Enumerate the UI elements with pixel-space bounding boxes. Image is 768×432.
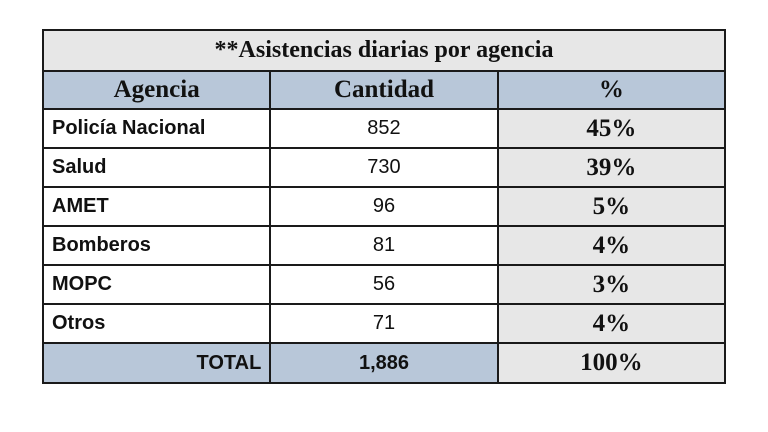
agency-cell: Bomberos: [41, 225, 272, 266]
table-row: AMET 96 5%: [41, 186, 727, 227]
percent-cell: 45%: [496, 108, 727, 149]
table-row: Otros 71 4%: [41, 303, 727, 344]
agency-assistance-table-container: **Asistencias diarias por agencia Agenci…: [41, 29, 727, 384]
table-total-row: TOTAL 1,886 100%: [41, 342, 727, 384]
total-percent: 100%: [496, 342, 727, 384]
percent-cell: 4%: [496, 225, 727, 266]
percent-cell: 39%: [496, 147, 727, 188]
table-row: Policía Nacional 852 45%: [41, 108, 727, 149]
percent-cell: 4%: [496, 303, 727, 344]
agency-cell: MOPC: [41, 264, 272, 305]
agency-cell: AMET: [41, 186, 272, 227]
quantity-cell: 56: [269, 264, 499, 305]
quantity-cell: 96: [269, 186, 499, 227]
agency-cell: Otros: [41, 303, 272, 344]
total-label: TOTAL: [41, 342, 272, 384]
percent-cell: 3%: [496, 264, 727, 305]
table-row: Salud 730 39%: [41, 147, 727, 188]
agency-assistance-table: **Asistencias diarias por agencia Agenci…: [41, 29, 727, 384]
quantity-cell: 852: [269, 108, 499, 149]
quantity-cell: 730: [269, 147, 499, 188]
table-row: Bomberos 81 4%: [41, 225, 727, 266]
table-row: MOPC 56 3%: [41, 264, 727, 305]
header-agency: Agencia: [41, 70, 272, 110]
table-header-row: Agencia Cantidad %: [41, 70, 727, 110]
agency-cell: Salud: [41, 147, 272, 188]
header-quantity: Cantidad: [269, 70, 499, 110]
agency-cell: Policía Nacional: [41, 108, 272, 149]
table-title-row: **Asistencias diarias por agencia: [42, 29, 726, 72]
total-quantity: 1,886: [269, 342, 499, 384]
table-title: **Asistencias diarias por agencia: [42, 29, 726, 72]
quantity-cell: 71: [269, 303, 499, 344]
percent-cell: 5%: [496, 186, 727, 227]
quantity-cell: 81: [269, 225, 499, 266]
header-percent: %: [496, 70, 727, 110]
